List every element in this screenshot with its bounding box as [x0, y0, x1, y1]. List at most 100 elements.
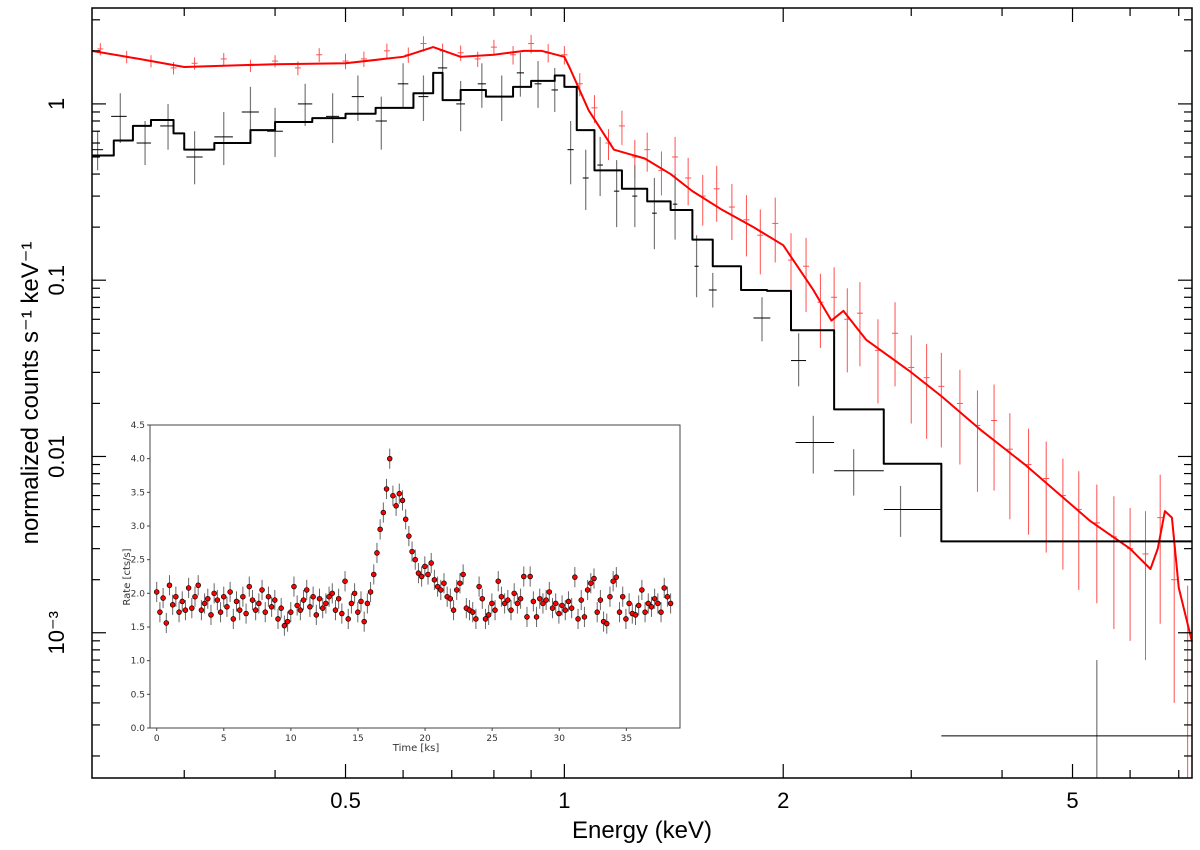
y-tick-label: 1	[44, 98, 69, 110]
inset-data-point	[661, 585, 667, 591]
inset-data-point	[469, 609, 476, 615]
inset-data-point	[479, 595, 486, 602]
inset-data-point	[562, 607, 569, 613]
inset-x-tick-label: 0	[154, 734, 160, 744]
inset-data-point	[160, 595, 166, 601]
inset-data-point	[594, 609, 600, 615]
inset-data-point	[195, 582, 201, 589]
inset-data-point	[415, 570, 422, 576]
inset-data-point	[425, 571, 431, 578]
inset-data-point	[489, 600, 495, 607]
inset-data-point	[259, 587, 265, 593]
inset-data-point	[224, 604, 230, 610]
inset-data-point	[393, 503, 399, 509]
inset-data-point	[476, 583, 482, 590]
inset-data-point	[329, 590, 336, 597]
inset-data-point	[438, 587, 444, 593]
inset-data-point	[460, 571, 466, 578]
inset-data-point	[623, 616, 629, 622]
inset-data-point	[335, 595, 342, 602]
inset-data-point	[348, 600, 355, 607]
inset-data-point	[645, 600, 652, 607]
inset-data-point	[632, 612, 639, 618]
inset-data-point	[272, 597, 278, 603]
inset-data-point	[217, 609, 224, 615]
x-tick-label: 1	[558, 788, 570, 813]
inset-data-point	[303, 587, 310, 593]
inset-data-point	[578, 597, 584, 603]
inset-data-point	[655, 600, 661, 607]
inset-data-point	[176, 609, 182, 615]
inset-data-point	[185, 585, 192, 591]
red-model-line	[91, 46, 1193, 642]
inset-data-point	[533, 614, 540, 620]
inset-data-point	[326, 593, 332, 600]
inset-data-point	[639, 587, 645, 593]
inset-data-point	[371, 571, 377, 578]
inset-y-tick-label: 4.5	[131, 421, 145, 431]
inset-data-point	[166, 582, 173, 589]
inset-y-tick-label: 0.5	[131, 690, 145, 700]
x-axis-label: Energy (keV)	[572, 817, 712, 844]
inset-data-point	[607, 593, 613, 600]
inset-y-tick-label: 2.0	[131, 589, 146, 599]
inset-y-label: Rate [cts/s]	[122, 548, 133, 605]
inset-data-point	[275, 616, 281, 622]
inset-data-point	[498, 593, 505, 600]
inset-data-point	[256, 600, 262, 607]
inset-data-point	[310, 593, 316, 600]
inset-data-point	[406, 533, 412, 539]
inset-data-point	[249, 597, 256, 603]
inset-data-point	[581, 614, 588, 620]
y-tick-label: 0.01	[44, 435, 69, 478]
inset-data-point	[610, 578, 616, 584]
inset-data-point	[536, 595, 543, 602]
inset-data-point	[201, 600, 208, 607]
inset-data-point	[367, 589, 374, 595]
inset-data-point	[409, 548, 415, 555]
inset-data-point	[323, 600, 329, 607]
inset-x-tick-label: 15	[352, 734, 363, 744]
inset-data-point	[453, 587, 460, 593]
inset-data-point	[230, 616, 237, 622]
inset-data-point	[243, 610, 249, 617]
inset-data-point	[450, 607, 457, 613]
y-tick-label: 10⁻³	[44, 611, 69, 654]
inset-data-point	[246, 583, 253, 590]
inset-data-point	[575, 616, 581, 622]
inset-data-point	[495, 578, 501, 584]
inset-data-point	[339, 610, 345, 617]
inset-data-point	[227, 589, 233, 595]
inset-data-point	[642, 609, 648, 615]
inset-data-point	[291, 583, 297, 590]
inset-data-point	[428, 560, 434, 566]
inset-data-point	[300, 597, 307, 603]
inset-data-point	[390, 492, 396, 499]
inset-data-point	[402, 516, 409, 523]
inset-data-point	[399, 497, 406, 504]
inset-x-tick-label: 30	[554, 734, 566, 744]
inset-data-point	[552, 600, 559, 607]
inset-data-point	[294, 602, 300, 609]
inset-data-point	[380, 509, 387, 516]
inset-data-point	[591, 575, 597, 582]
inset-data-point	[457, 580, 463, 586]
inset-y-tick-label: 3.5	[131, 488, 145, 498]
inset-data-point	[361, 618, 367, 625]
inset-data-point	[648, 604, 655, 610]
inset-data-point	[664, 593, 671, 600]
inset-data-point	[485, 612, 492, 618]
inset-data-point	[377, 526, 383, 533]
y-axis-label: normalized counts s⁻¹ keV⁻¹	[17, 242, 44, 545]
inset-data-point	[473, 616, 479, 622]
x-tick-label: 0.5	[330, 788, 361, 813]
inset-data-point	[288, 609, 294, 615]
inset-y-tick-label: 0.0	[131, 724, 146, 734]
inset-data-point	[556, 610, 562, 617]
inset-data-point	[297, 607, 304, 613]
inset-x-tick-label: 35	[621, 734, 632, 744]
inset-data-point	[422, 563, 428, 570]
inset-data-point	[173, 593, 179, 600]
inset-data-point	[667, 600, 674, 607]
